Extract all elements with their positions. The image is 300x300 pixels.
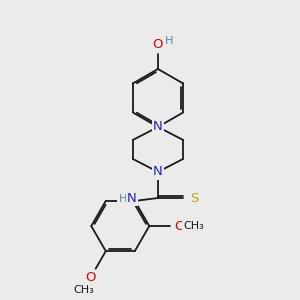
Text: N: N [127, 192, 137, 205]
Text: CH₃: CH₃ [183, 221, 204, 231]
Text: O: O [85, 271, 96, 284]
Text: H: H [118, 194, 127, 204]
Text: O: O [175, 220, 185, 232]
Text: H: H [165, 36, 173, 46]
Text: N: N [153, 165, 163, 178]
Text: O: O [153, 38, 163, 51]
Text: N: N [153, 121, 163, 134]
Text: CH₃: CH₃ [73, 285, 94, 295]
Text: S: S [190, 191, 199, 205]
